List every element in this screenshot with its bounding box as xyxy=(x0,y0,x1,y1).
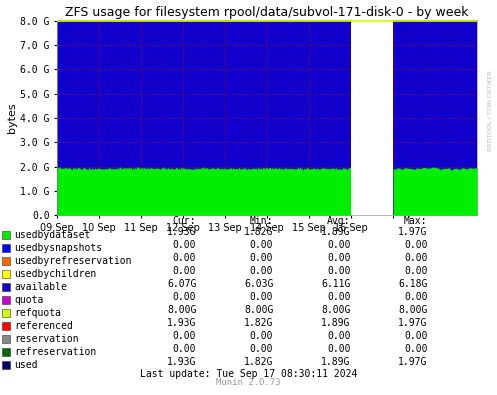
Text: 0.00: 0.00 xyxy=(173,266,196,276)
Text: 0.00: 0.00 xyxy=(173,240,196,250)
Text: 1.82G: 1.82G xyxy=(244,318,273,328)
Text: 0.00: 0.00 xyxy=(250,344,273,354)
Text: 0.00: 0.00 xyxy=(404,240,427,250)
Text: Last update: Tue Sep 17 08:30:11 2024: Last update: Tue Sep 17 08:30:11 2024 xyxy=(140,369,357,379)
Text: 0.00: 0.00 xyxy=(173,253,196,263)
Text: 0.00: 0.00 xyxy=(173,331,196,341)
Text: 1.93G: 1.93G xyxy=(167,227,196,237)
Text: usedbychildren: usedbychildren xyxy=(14,269,96,279)
Text: 0.00: 0.00 xyxy=(404,292,427,302)
Text: 0.00: 0.00 xyxy=(250,331,273,341)
Title: ZFS usage for filesystem rpool/data/subvol-171-disk-0 - by week: ZFS usage for filesystem rpool/data/subv… xyxy=(66,6,469,19)
Text: Cur:: Cur: xyxy=(173,216,196,226)
Text: 1.89G: 1.89G xyxy=(321,357,350,367)
Text: used: used xyxy=(14,360,38,370)
Text: usedbydataset: usedbydataset xyxy=(14,229,91,240)
Text: 0.00: 0.00 xyxy=(404,253,427,263)
Text: 0.00: 0.00 xyxy=(250,266,273,276)
Text: 0.00: 0.00 xyxy=(327,292,350,302)
Text: reservation: reservation xyxy=(14,334,79,344)
Text: 1.82G: 1.82G xyxy=(244,227,273,237)
Text: refreservation: refreservation xyxy=(14,347,96,357)
Text: 1.97G: 1.97G xyxy=(398,357,427,367)
Text: 0.00: 0.00 xyxy=(250,240,273,250)
Text: 0.00: 0.00 xyxy=(327,240,350,250)
Text: 1.82G: 1.82G xyxy=(244,357,273,367)
Bar xyxy=(351,20,393,215)
Text: 6.03G: 6.03G xyxy=(244,279,273,289)
Text: available: available xyxy=(14,282,67,292)
Text: referenced: referenced xyxy=(14,321,73,331)
Text: 1.93G: 1.93G xyxy=(167,357,196,367)
Text: 0.00: 0.00 xyxy=(250,253,273,263)
Text: 0.00: 0.00 xyxy=(327,253,350,263)
Text: 0.00: 0.00 xyxy=(404,266,427,276)
Text: 1.97G: 1.97G xyxy=(398,227,427,237)
Text: RRDTOOL / TOBI OETIKER: RRDTOOL / TOBI OETIKER xyxy=(487,70,492,151)
Text: 8.00G: 8.00G xyxy=(244,305,273,315)
Text: 0.00: 0.00 xyxy=(327,331,350,341)
Text: 8.00G: 8.00G xyxy=(398,305,427,315)
Text: 6.07G: 6.07G xyxy=(167,279,196,289)
Text: Min:: Min: xyxy=(250,216,273,226)
Text: Max:: Max: xyxy=(404,216,427,226)
Text: 6.18G: 6.18G xyxy=(398,279,427,289)
Text: usedbysnapshots: usedbysnapshots xyxy=(14,243,102,253)
Text: 1.97G: 1.97G xyxy=(398,318,427,328)
Text: 0.00: 0.00 xyxy=(250,292,273,302)
Text: 6.11G: 6.11G xyxy=(321,279,350,289)
Text: 1.89G: 1.89G xyxy=(321,318,350,328)
Text: 0.00: 0.00 xyxy=(327,344,350,354)
Text: 1.89G: 1.89G xyxy=(321,227,350,237)
Text: 8.00G: 8.00G xyxy=(321,305,350,315)
Text: 0.00: 0.00 xyxy=(173,292,196,302)
Text: Avg:: Avg: xyxy=(327,216,350,226)
Y-axis label: bytes: bytes xyxy=(7,102,17,133)
Text: 8.00G: 8.00G xyxy=(167,305,196,315)
Text: quota: quota xyxy=(14,295,44,305)
Text: 0.00: 0.00 xyxy=(173,344,196,354)
Text: usedbyrefreservation: usedbyrefreservation xyxy=(14,256,132,266)
Text: 0.00: 0.00 xyxy=(404,331,427,341)
Text: refquota: refquota xyxy=(14,308,62,318)
Text: Munin 2.0.73: Munin 2.0.73 xyxy=(216,378,281,387)
Text: 0.00: 0.00 xyxy=(327,266,350,276)
Text: 0.00: 0.00 xyxy=(404,344,427,354)
Text: 1.93G: 1.93G xyxy=(167,318,196,328)
